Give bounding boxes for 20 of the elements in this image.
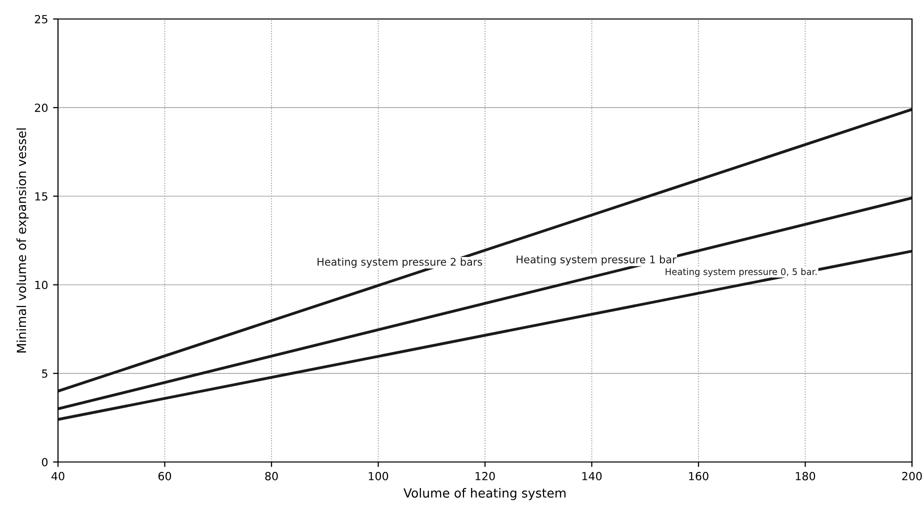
x-tick-label: 120 (476, 472, 495, 480)
x-tick-label: 40 (51, 472, 64, 480)
x-tick-label: 180 (796, 472, 816, 480)
y-tick-label: 0 (42, 458, 48, 466)
x-tick-label: 160 (689, 472, 708, 480)
y-tick-label: 15 (35, 192, 48, 201)
x-tick-label: 100 (368, 472, 388, 480)
series-label: Heating system pressure 2 bars (318, 258, 482, 268)
y-tick-label: 20 (34, 104, 48, 112)
y-axis-title: Minimal volume of expansion vessel (16, 128, 29, 352)
x-tick-label: 200 (902, 472, 922, 480)
x-tick-label: 80 (265, 472, 278, 480)
x-tick-label: 140 (582, 472, 602, 480)
y-tick-label: 5 (42, 370, 48, 378)
y-tick-label: 25 (34, 14, 48, 24)
x-axis-title: Volume of heating system (404, 488, 566, 500)
series-label: Heating system pressure 0, 5 bar. (666, 268, 817, 277)
x-tick-label: 60 (158, 472, 172, 480)
y-tick-label: 10 (35, 280, 48, 290)
series-label: Heating system pressure 1 bar (516, 255, 676, 266)
